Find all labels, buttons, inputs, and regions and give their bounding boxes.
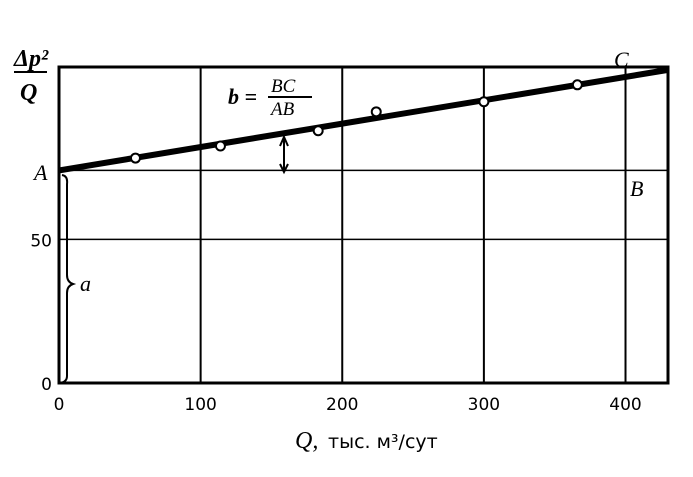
y-axis-label-denominator: Q <box>20 80 37 106</box>
double-arrow-icon <box>279 134 289 175</box>
fit-line <box>58 66 669 174</box>
x-tick-label: 0 <box>54 395 65 415</box>
brace-a <box>59 174 77 384</box>
x-tick-label: 400 <box>609 395 641 415</box>
data-point <box>571 79 583 91</box>
x-tick-label: 100 <box>184 395 216 415</box>
annotation-a: a <box>80 271 91 296</box>
formula-numerator: BC <box>271 76 296 97</box>
x-tick-label: 300 <box>468 395 500 415</box>
x-axis-label-units: тыс. м³/сут <box>328 431 438 453</box>
x-tick-label: 200 <box>326 395 358 415</box>
annotation-C: C <box>614 47 629 72</box>
y-axis-label-numerator: Δp² <box>13 46 49 72</box>
grid <box>59 67 668 383</box>
formula-lhs: b = <box>228 84 257 109</box>
y-tick-label: 0 <box>41 375 52 395</box>
annotation-B: B <box>630 176 643 201</box>
x-axis-label-symbol: Q, <box>295 428 318 454</box>
formula-denominator: AB <box>269 99 295 120</box>
annotation-A: A <box>32 160 48 185</box>
data-point <box>478 96 490 108</box>
x-tick-labels: 0 100 200 300 400 <box>54 395 642 415</box>
y-tick-labels: 0 50 <box>30 231 52 395</box>
data-point <box>214 140 226 152</box>
data-point <box>312 125 324 137</box>
data-point <box>129 152 141 164</box>
plot-frame <box>57 65 670 385</box>
y-tick-label: 50 <box>30 231 52 251</box>
data-point <box>370 106 382 118</box>
data-points <box>129 79 583 164</box>
